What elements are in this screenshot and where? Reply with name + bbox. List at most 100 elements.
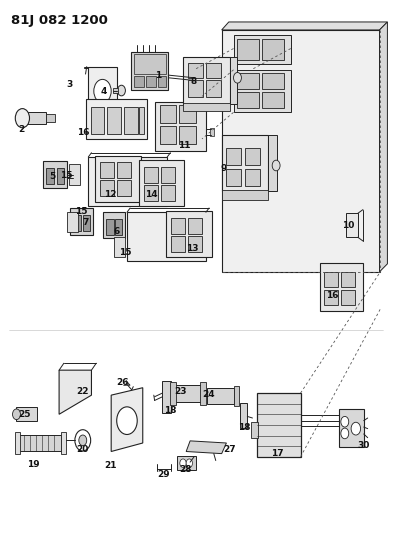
Bar [172, 385, 202, 402]
Bar [139, 107, 143, 134]
Text: 21: 21 [104, 462, 117, 470]
Bar [238, 92, 259, 108]
Text: 5: 5 [49, 172, 55, 181]
Circle shape [118, 85, 126, 96]
Bar [346, 213, 358, 237]
Circle shape [13, 409, 21, 419]
Bar [139, 160, 184, 206]
Text: 16: 16 [77, 128, 90, 137]
Bar [240, 402, 248, 428]
Circle shape [94, 79, 111, 103]
Circle shape [234, 72, 242, 83]
Bar [268, 135, 277, 191]
Text: 24: 24 [202, 390, 215, 399]
Bar [341, 290, 355, 305]
Bar [238, 39, 259, 60]
Text: 29: 29 [157, 471, 170, 479]
Text: 2: 2 [18, 125, 24, 134]
Text: 11: 11 [178, 141, 190, 150]
Bar [57, 168, 64, 184]
Polygon shape [222, 30, 379, 272]
Circle shape [117, 407, 137, 434]
Text: 17: 17 [270, 449, 283, 458]
Bar [206, 63, 221, 78]
Bar [117, 163, 131, 178]
Bar [117, 180, 131, 196]
Text: 27: 27 [223, 446, 236, 455]
Bar [222, 135, 268, 191]
Bar [324, 272, 339, 287]
Bar [234, 35, 291, 64]
Bar [177, 456, 196, 470]
Bar [88, 67, 117, 114]
Bar [146, 76, 156, 87]
Bar [134, 54, 166, 74]
Bar [251, 422, 257, 438]
Text: 3: 3 [67, 80, 73, 89]
Bar [320, 263, 363, 311]
Bar [166, 211, 212, 257]
Bar [70, 208, 93, 235]
Bar [245, 168, 259, 185]
Bar [207, 387, 234, 403]
Bar [160, 105, 176, 123]
Text: 20: 20 [76, 446, 89, 455]
Text: 15: 15 [75, 207, 88, 216]
Text: 13: 13 [186, 244, 198, 253]
Text: 23: 23 [174, 387, 187, 396]
Bar [160, 184, 175, 200]
Bar [171, 217, 185, 233]
Bar [46, 168, 54, 184]
Circle shape [186, 459, 192, 467]
Bar [183, 103, 230, 111]
Bar [143, 166, 158, 182]
Bar [234, 385, 239, 406]
Bar [107, 107, 121, 134]
Bar [230, 57, 238, 104]
Bar [100, 180, 114, 196]
Bar [17, 435, 61, 451]
Bar [257, 393, 301, 457]
Bar [200, 382, 206, 405]
Bar [262, 73, 284, 89]
Bar [131, 52, 168, 90]
Text: 14: 14 [145, 190, 158, 199]
Bar [170, 382, 176, 405]
Bar [179, 126, 196, 144]
Text: 16: 16 [326, 290, 339, 300]
Bar [262, 39, 284, 60]
Bar [88, 157, 167, 206]
Text: 8: 8 [191, 77, 197, 86]
Bar [222, 190, 268, 200]
Bar [115, 219, 122, 235]
Text: 26: 26 [116, 378, 128, 387]
Bar [61, 432, 66, 454]
Circle shape [272, 160, 280, 171]
Text: 12: 12 [104, 190, 117, 199]
Text: 81J 082 1200: 81J 082 1200 [11, 14, 107, 27]
Circle shape [351, 422, 361, 435]
Text: 4: 4 [100, 86, 107, 95]
Polygon shape [379, 22, 387, 272]
Text: 22: 22 [76, 387, 89, 396]
Bar [154, 102, 206, 151]
Circle shape [341, 416, 349, 427]
Circle shape [75, 430, 91, 451]
Bar [227, 168, 242, 185]
Bar [143, 184, 158, 200]
Bar [86, 99, 147, 139]
Bar [341, 272, 355, 287]
Bar [46, 114, 55, 123]
Bar [127, 212, 206, 261]
Text: 28: 28 [179, 465, 192, 474]
Bar [23, 112, 46, 124]
Bar [124, 107, 138, 134]
Bar [188, 217, 202, 233]
Circle shape [79, 435, 87, 446]
Text: 6: 6 [114, 228, 120, 237]
Bar [67, 212, 78, 232]
Text: 10: 10 [342, 221, 354, 230]
Bar [179, 105, 196, 123]
Bar [100, 163, 114, 178]
Bar [43, 161, 67, 188]
